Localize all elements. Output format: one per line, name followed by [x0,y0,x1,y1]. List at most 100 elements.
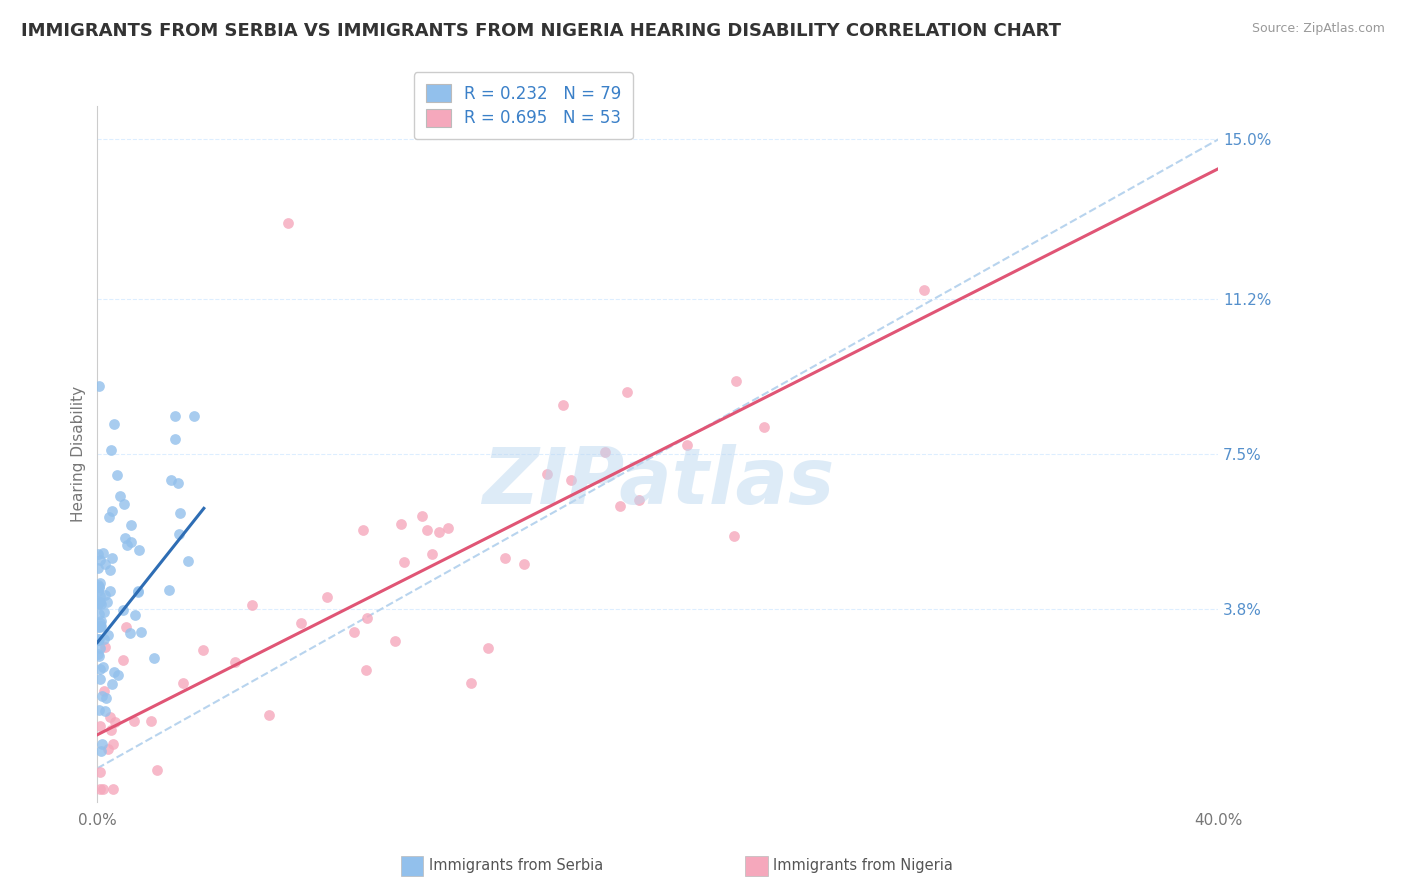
Point [89,719,111,733]
Point [290,615,312,630]
Point [112,602,135,616]
Point [437,521,460,535]
Point [87,548,110,562]
Point [166,476,188,491]
Point [90,743,112,757]
Point [105,467,128,482]
Point [169,506,191,520]
Point [89,595,111,609]
Point [129,624,152,639]
Text: IMMIGRANTS FROM SERBIA VS IMMIGRANTS FROM NIGERIA HEARING DISABILITY CORRELATION: IMMIGRANTS FROM SERBIA VS IMMIGRANTS FRO… [21,22,1062,40]
Point [89,553,111,567]
Point [163,409,186,424]
Point [120,518,142,533]
Point [94,640,117,654]
Point [91,689,114,703]
Text: Immigrants from Serbia: Immigrants from Serbia [429,858,603,872]
Point [536,467,558,482]
Text: Source: ZipAtlas.com: Source: ZipAtlas.com [1251,22,1385,36]
Point [89,662,111,676]
Point [90,619,112,633]
Point [628,493,651,508]
Point [560,473,582,487]
Point [87,619,110,633]
Point [97,742,120,756]
Point [115,538,138,552]
Point [124,607,146,622]
Point [87,632,110,647]
Point [114,531,136,545]
Point [111,653,134,667]
Point [101,504,124,518]
Point [93,605,115,619]
Point [912,283,935,297]
Point [240,598,263,612]
Point [122,714,145,729]
Point [98,583,121,598]
Point [90,597,112,611]
Point [91,737,114,751]
Point [101,782,124,797]
Point [87,561,110,575]
Point [427,524,450,539]
Point [157,582,180,597]
Point [94,558,117,572]
Point [411,508,433,523]
Point [108,489,131,503]
Point [96,690,118,705]
Point [107,667,129,681]
Point [477,641,499,656]
Point [87,703,110,717]
Text: Immigrants from Nigeria: Immigrants from Nigeria [773,858,953,872]
Point [127,585,149,599]
Point [103,417,125,432]
Point [224,656,246,670]
Point [352,523,374,537]
Point [163,432,186,446]
Point [120,626,142,640]
Point [127,583,149,598]
Point [94,704,117,718]
Point [89,649,111,664]
Point [94,588,117,602]
Point [97,628,120,642]
Point [89,764,111,779]
Point [91,781,114,796]
Point [91,546,114,560]
Point [103,665,125,679]
Point [87,632,110,647]
Point [384,634,406,648]
Point [87,597,110,611]
Point [87,632,110,647]
Text: ZIPatlas: ZIPatlas [482,443,834,520]
Point [89,620,111,634]
Point [354,663,377,677]
Point [93,660,115,674]
Point [89,618,111,632]
Point [101,550,124,565]
Point [143,650,166,665]
Point [87,647,110,661]
Point [89,672,111,686]
Point [89,589,111,603]
Point [389,517,412,532]
Point [89,576,111,591]
Point [120,535,142,549]
Point [97,509,120,524]
Point [93,632,115,647]
Point [87,584,110,599]
Point [87,581,110,595]
Point [724,374,747,388]
Point [101,677,124,691]
Point [87,379,110,393]
Point [392,555,415,569]
Point [723,529,745,543]
Point [89,607,111,622]
Point [96,595,118,609]
Point [609,500,631,514]
Point [89,782,111,797]
Point [551,398,574,412]
Point [93,683,115,698]
Point [128,543,150,558]
Point [191,643,214,657]
